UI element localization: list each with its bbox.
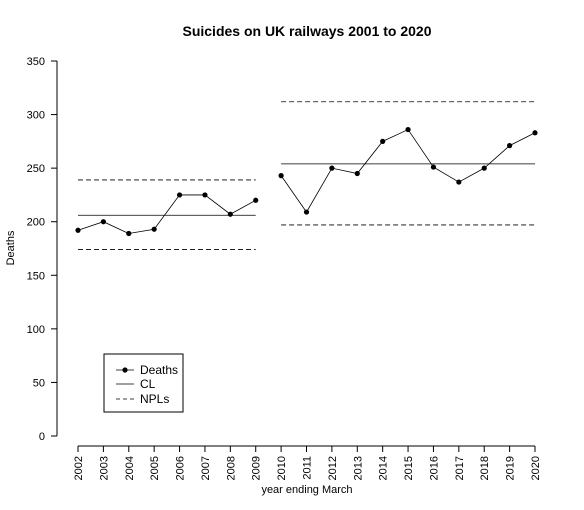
deaths-point bbox=[380, 138, 386, 144]
plot-lines bbox=[75, 101, 538, 250]
legend-label: NPLs bbox=[140, 392, 169, 406]
deaths-line bbox=[77, 194, 256, 234]
deaths-point bbox=[430, 164, 437, 170]
legend-label: CL bbox=[140, 377, 156, 391]
x-tick-label: 2004 bbox=[124, 456, 136, 480]
legend-point bbox=[122, 367, 128, 373]
x-tick-label: 2014 bbox=[378, 456, 390, 480]
x-tick-label: 2013 bbox=[352, 456, 364, 480]
y-tick-label: 300 bbox=[27, 110, 45, 122]
y-tick-label: 250 bbox=[27, 163, 45, 175]
legend-box bbox=[103, 353, 184, 413]
y-axis: 0 50 100 150 200 250 300 350 bbox=[27, 56, 58, 443]
deaths-point bbox=[532, 130, 538, 136]
deaths-point bbox=[227, 211, 233, 217]
x-tick-label: 2006 bbox=[175, 456, 187, 480]
x-axis-label: year ending March bbox=[261, 484, 352, 496]
x-tick-label: 2018 bbox=[479, 456, 491, 480]
x-tick-label: 2012 bbox=[327, 456, 339, 480]
y-tick-label: 150 bbox=[27, 270, 45, 282]
deaths-point bbox=[354, 170, 360, 177]
deaths-point bbox=[100, 219, 106, 225]
x-tick-label: 2020 bbox=[530, 456, 542, 480]
legend-label: Deaths bbox=[140, 363, 178, 377]
y-tick-label: 0 bbox=[39, 431, 45, 443]
x-tick-label: 2002 bbox=[73, 456, 85, 480]
deaths-point bbox=[507, 143, 513, 149]
deaths-point bbox=[253, 197, 259, 203]
deaths-point bbox=[151, 226, 157, 232]
deaths-point bbox=[202, 192, 208, 198]
x-tick-label: 2003 bbox=[98, 456, 110, 480]
y-tick-label: 350 bbox=[27, 56, 45, 68]
x-tick-label: 2019 bbox=[505, 456, 517, 480]
deaths-line bbox=[280, 129, 536, 213]
deaths-point bbox=[75, 227, 81, 233]
x-tick-label: 2008 bbox=[225, 456, 237, 480]
x-tick-label: 2015 bbox=[403, 456, 415, 480]
deaths-point bbox=[303, 209, 310, 215]
x-tick-label: 2010 bbox=[276, 456, 288, 480]
chart-title: Suicides on UK railways 2001 to 2020 bbox=[182, 23, 431, 39]
deaths-point bbox=[456, 179, 462, 185]
deaths-point bbox=[278, 173, 284, 179]
x-tick-label: 2005 bbox=[149, 456, 161, 480]
deaths-point bbox=[481, 165, 487, 171]
deaths-point bbox=[176, 192, 183, 198]
y-tick-label: 100 bbox=[27, 324, 45, 336]
x-tick-label: 2011 bbox=[302, 456, 314, 480]
deaths-point bbox=[329, 165, 335, 171]
y-axis-label: Deaths bbox=[5, 230, 17, 265]
y-tick-label: 50 bbox=[33, 377, 45, 389]
deaths-point bbox=[405, 126, 411, 133]
y-tick-label: 200 bbox=[27, 217, 45, 229]
x-tick-label: 2016 bbox=[428, 456, 440, 480]
deaths-point bbox=[126, 230, 132, 237]
x-tick-label: 2017 bbox=[454, 456, 466, 480]
x-tick-label: 2007 bbox=[200, 456, 212, 480]
x-axis: 2002 2003 2004 2005 2006 2007 2008 2009 2010 2011… bbox=[73, 445, 542, 480]
x-tick-label: 2009 bbox=[251, 456, 263, 480]
